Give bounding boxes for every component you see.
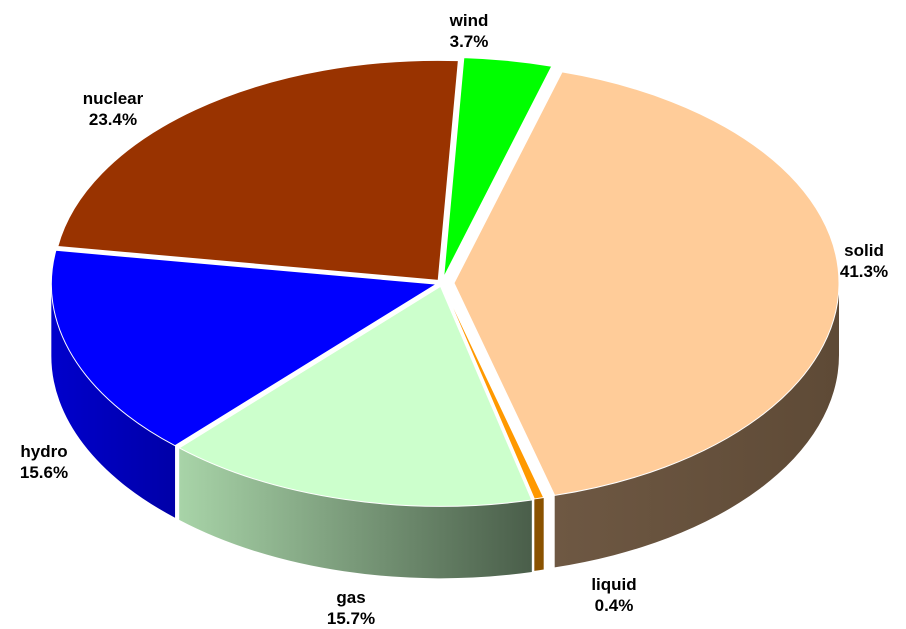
slice-name-gas: gas <box>336 588 366 607</box>
slice-name-wind: wind <box>449 11 489 30</box>
slice-percent-hydro: 15.6% <box>19 463 69 482</box>
slice-name-liquid: liquid <box>591 575 637 594</box>
slice-hydro <box>50 249 438 447</box>
slice-name-solid: solid <box>844 241 884 260</box>
slice-side-hydro <box>51 284 176 518</box>
slice-percent-gas: 15.7% <box>326 609 376 628</box>
slice-label-liquid: liquid 0.4% <box>591 574 636 616</box>
slice-label-solid: solid 41.3% <box>840 240 888 282</box>
slice-solid <box>453 71 840 496</box>
slice-label-gas: gas 15.7% <box>327 587 375 629</box>
slice-nuclear <box>57 59 459 281</box>
slice-side-gas <box>179 447 532 579</box>
slice-label-nuclear: nuclear 23.4% <box>83 88 143 130</box>
slice-percent-liquid: 0.4% <box>594 596 634 615</box>
slice-percent-nuclear: 23.4% <box>88 110 138 129</box>
slice-name-hydro: hydro <box>20 442 68 461</box>
slice-side-solid <box>554 283 839 568</box>
slice-wind <box>443 57 553 278</box>
slice-label-wind: wind 3.7% <box>450 10 489 52</box>
slice-side-liquid <box>534 497 544 571</box>
slice-percent-wind: 3.7% <box>449 32 489 51</box>
slice-name-nuclear: nuclear <box>82 89 144 108</box>
slice-gas <box>178 285 533 507</box>
slice-percent-solid: 41.3% <box>839 262 889 281</box>
slice-liquid <box>442 284 545 500</box>
slice-label-hydro: hydro 15.6% <box>20 441 68 483</box>
